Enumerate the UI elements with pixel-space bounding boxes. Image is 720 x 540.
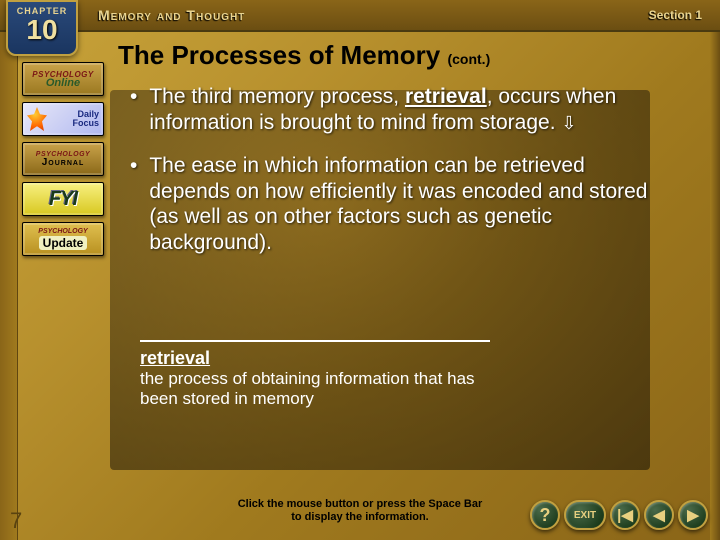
left-border <box>0 32 18 540</box>
bullet-marker: • <box>130 84 137 135</box>
sidebar-update-label1: PSYCHOLOGY <box>38 228 87 235</box>
footer-line1: Click the mouse button or press the Spac… <box>238 498 483 510</box>
definition-text: the process of obtaining information tha… <box>140 369 500 410</box>
chapter-number: 10 <box>8 16 76 44</box>
slide-title: The Processes of Memory (cont.) <box>118 40 490 71</box>
bullet-1-term: retrieval <box>405 85 487 108</box>
definition-divider <box>140 340 490 342</box>
definition-term: retrieval <box>140 348 500 369</box>
definition-block: retrieval the process of obtaining infor… <box>140 340 500 410</box>
title-cont: (cont.) <box>447 51 490 67</box>
bullet-1: • The third memory process, retrieval, o… <box>130 84 670 135</box>
header-bar: Memory and Thought Section 1 <box>0 0 720 32</box>
chapter-badge: CHAPTER 10 <box>6 0 78 56</box>
section-label: Section 1 <box>649 8 712 22</box>
sidebar-journal-label2: Journal <box>42 157 85 168</box>
help-button[interactable] <box>530 500 560 530</box>
bullet-marker: • <box>130 153 137 255</box>
page-number: 7 <box>10 508 22 534</box>
sidebar-fyi-label: FYI <box>49 188 77 211</box>
bullet-2-text: The ease in which information can be ret… <box>149 153 670 255</box>
sidebar-daily-focus-button[interactable]: DailyFocus <box>22 102 104 136</box>
bullet-1-pre: The third memory process, <box>149 85 405 108</box>
title-main: The Processes of Memory <box>118 40 440 70</box>
sidebar-daily-label: DailyFocus <box>72 110 99 128</box>
next-slide-button[interactable]: ▶ <box>678 500 708 530</box>
exit-button[interactable]: EXIT <box>564 500 606 530</box>
slide: Memory and Thought Section 1 CHAPTER 10 … <box>0 0 720 540</box>
footer-line2: to display the information. <box>291 511 429 523</box>
right-border <box>710 32 720 540</box>
sidebar-fyi-button[interactable]: FYI <box>22 182 104 216</box>
bullet-2: • The ease in which information can be r… <box>130 153 670 255</box>
sidebar-online-button[interactable]: PSYCHOLOGY Online <box>22 62 104 96</box>
down-arrow-icon: ⇩ <box>561 113 576 133</box>
prev-slide-button[interactable]: ◀ <box>644 500 674 530</box>
sidebar-update-button[interactable]: PSYCHOLOGY Update <box>22 222 104 256</box>
header-title: Memory and Thought <box>98 7 245 23</box>
first-slide-button[interactable]: |◀ <box>610 500 640 530</box>
sidebar: PSYCHOLOGY Online DailyFocus PSYCHOLOGY … <box>22 62 104 256</box>
bullet-1-text: The third memory process, retrieval, occ… <box>149 84 670 135</box>
sidebar-online-label2: Online <box>46 77 80 89</box>
sidebar-update-label2: Update <box>39 236 88 250</box>
nav-buttons: EXIT |◀ ◀ ▶ <box>530 500 708 530</box>
sidebar-journal-button[interactable]: PSYCHOLOGY Journal <box>22 142 104 176</box>
bullet-list: • The third memory process, retrieval, o… <box>130 84 670 274</box>
